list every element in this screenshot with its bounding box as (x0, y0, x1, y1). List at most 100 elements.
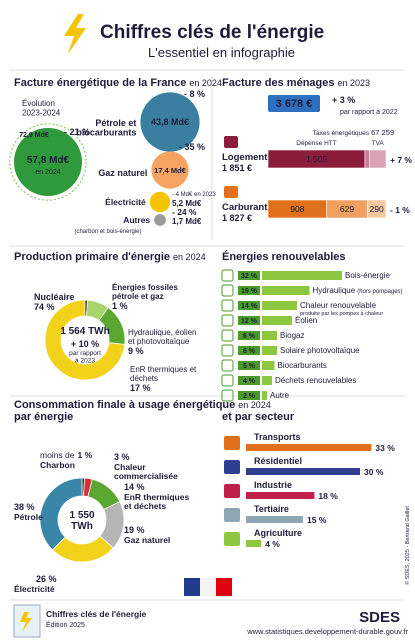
url: www.statistiques.developpement-durable.g… (246, 627, 408, 636)
total-box (268, 95, 320, 112)
item-label: Électricité (14, 584, 55, 594)
section-subtitle: par énergie (14, 411, 73, 423)
item-label: EnR thermiques et (130, 365, 197, 374)
item-label: et déchets (124, 501, 166, 511)
value-label: 5 % (243, 363, 256, 370)
change: - 35 % (179, 142, 205, 152)
value-box (238, 346, 260, 355)
item-label: déchets (130, 374, 158, 383)
item-icon (221, 359, 234, 372)
value-2024-note: en 2024 (35, 169, 60, 176)
bar (246, 492, 315, 499)
text-part: en 2024 (189, 78, 222, 88)
section-title: Consommation finale à usage énergétique e… (14, 399, 271, 411)
change-note: par rapport à 2022 (340, 109, 398, 116)
value-box (238, 391, 260, 400)
item-label: Bois-énergie (345, 271, 390, 280)
item-value: 14 % (124, 482, 145, 492)
item-label: Chaleur (114, 462, 146, 472)
item-value: 9 % (128, 346, 144, 356)
lightning-icon (64, 14, 86, 54)
item-icon (221, 299, 234, 312)
item-label: pétrole et gaz (112, 292, 164, 301)
sector-icon (224, 460, 240, 474)
section-title: Énergies renouvelables (222, 250, 346, 263)
item-value: moins de 1 % (40, 450, 93, 460)
legend-label: Taxes énergétiques (313, 130, 370, 137)
change: + 7 % (390, 155, 412, 165)
change: + 3 % (332, 95, 355, 105)
text-part: 1 % (78, 450, 93, 460)
item-label: Hydraulique, éolien (128, 328, 197, 337)
item-note: produite par les pompes à chaleur (300, 311, 383, 317)
credit: © SDES, 2025 - Bertrand Gaillet (404, 506, 411, 585)
item-label: Pétrole (14, 512, 43, 522)
value-box (238, 331, 260, 340)
item-label: Gaz naturel (124, 535, 170, 545)
item-label: Biogaz (280, 331, 304, 340)
row-label: Carburant (222, 202, 268, 213)
value-box (238, 361, 260, 370)
flag-blue (184, 578, 200, 596)
item-label: Énergies fossiles (112, 283, 178, 292)
item-icon (221, 344, 234, 357)
value-label: 6 % (243, 348, 256, 355)
text-part: Énergies renouvelables (222, 250, 346, 263)
bar (262, 301, 297, 310)
bar (246, 444, 372, 451)
page-title: Chiffres clés de l'énergie (100, 22, 324, 43)
donut-segment (39, 477, 83, 551)
item-value: 1 % (112, 301, 128, 311)
sector-label: Résidentiel (254, 456, 302, 466)
item-label: Solaire photovoltaïque (280, 346, 360, 355)
sector-value: 30 % (364, 467, 384, 477)
text-part: en 2023 (338, 78, 371, 88)
text-part: en 2024 (238, 400, 271, 410)
center-total: 1 550 (69, 510, 94, 521)
bar (246, 516, 303, 523)
text-part: Facture énergétique de la France (14, 77, 186, 89)
segment-label: 629 (340, 204, 354, 214)
sector-icon (224, 484, 240, 498)
item-label: Déchets renouvelables (275, 376, 356, 385)
item-value: 1,7 Md€ (172, 217, 202, 226)
item-value: 5,2 Md€ (172, 199, 202, 208)
item-label: Biocarburants (278, 361, 327, 370)
sector-value: 18 % (318, 491, 338, 501)
bubble-value: 43,8 Md€ (151, 117, 189, 127)
value-label: 4 % (243, 378, 256, 385)
item-label: EnR thermiques (124, 492, 189, 502)
value-label: 12 % (241, 318, 258, 325)
text-part: Production primaire d'énergie (14, 251, 170, 263)
bar (262, 376, 272, 385)
value-box (238, 271, 260, 280)
household-total: 3 678 € (276, 98, 313, 110)
page-subtitle: L'essentiel en infographie (148, 45, 295, 60)
row-icon (224, 186, 238, 198)
item-label: Autre (270, 391, 290, 400)
donut-segment (98, 306, 126, 345)
section-title: Facture des ménages en 2023 (222, 77, 370, 89)
value-label: 6 % (243, 333, 256, 340)
item-label: Autres (123, 215, 150, 225)
evolution-label: 2023-2024 (22, 109, 61, 118)
sector-value: 4 % (265, 539, 280, 549)
item-icon (221, 314, 234, 327)
sector-icon (224, 532, 240, 546)
sector-value: 15 % (307, 515, 327, 525)
publication-edition: Édition 2025 (46, 620, 85, 629)
bar (262, 271, 342, 280)
bubble-value: 17,4 Md€ (154, 166, 187, 175)
section-title: et par secteur (222, 411, 295, 423)
item-value: 26 % (36, 574, 57, 584)
item-note: (charbon et bois-énergie) (74, 229, 141, 235)
value-label: 14 % (241, 303, 258, 310)
item-value: 38 % (14, 502, 35, 512)
center-change: + 10 % (71, 339, 99, 349)
item-label: Gaz naturel (98, 168, 147, 178)
item-label: Hydraulique (hors pompages) (313, 286, 403, 295)
text-part: Facture des ménages (222, 77, 335, 89)
change: - 21 % (64, 127, 90, 137)
item-value: 19 % (124, 525, 145, 535)
